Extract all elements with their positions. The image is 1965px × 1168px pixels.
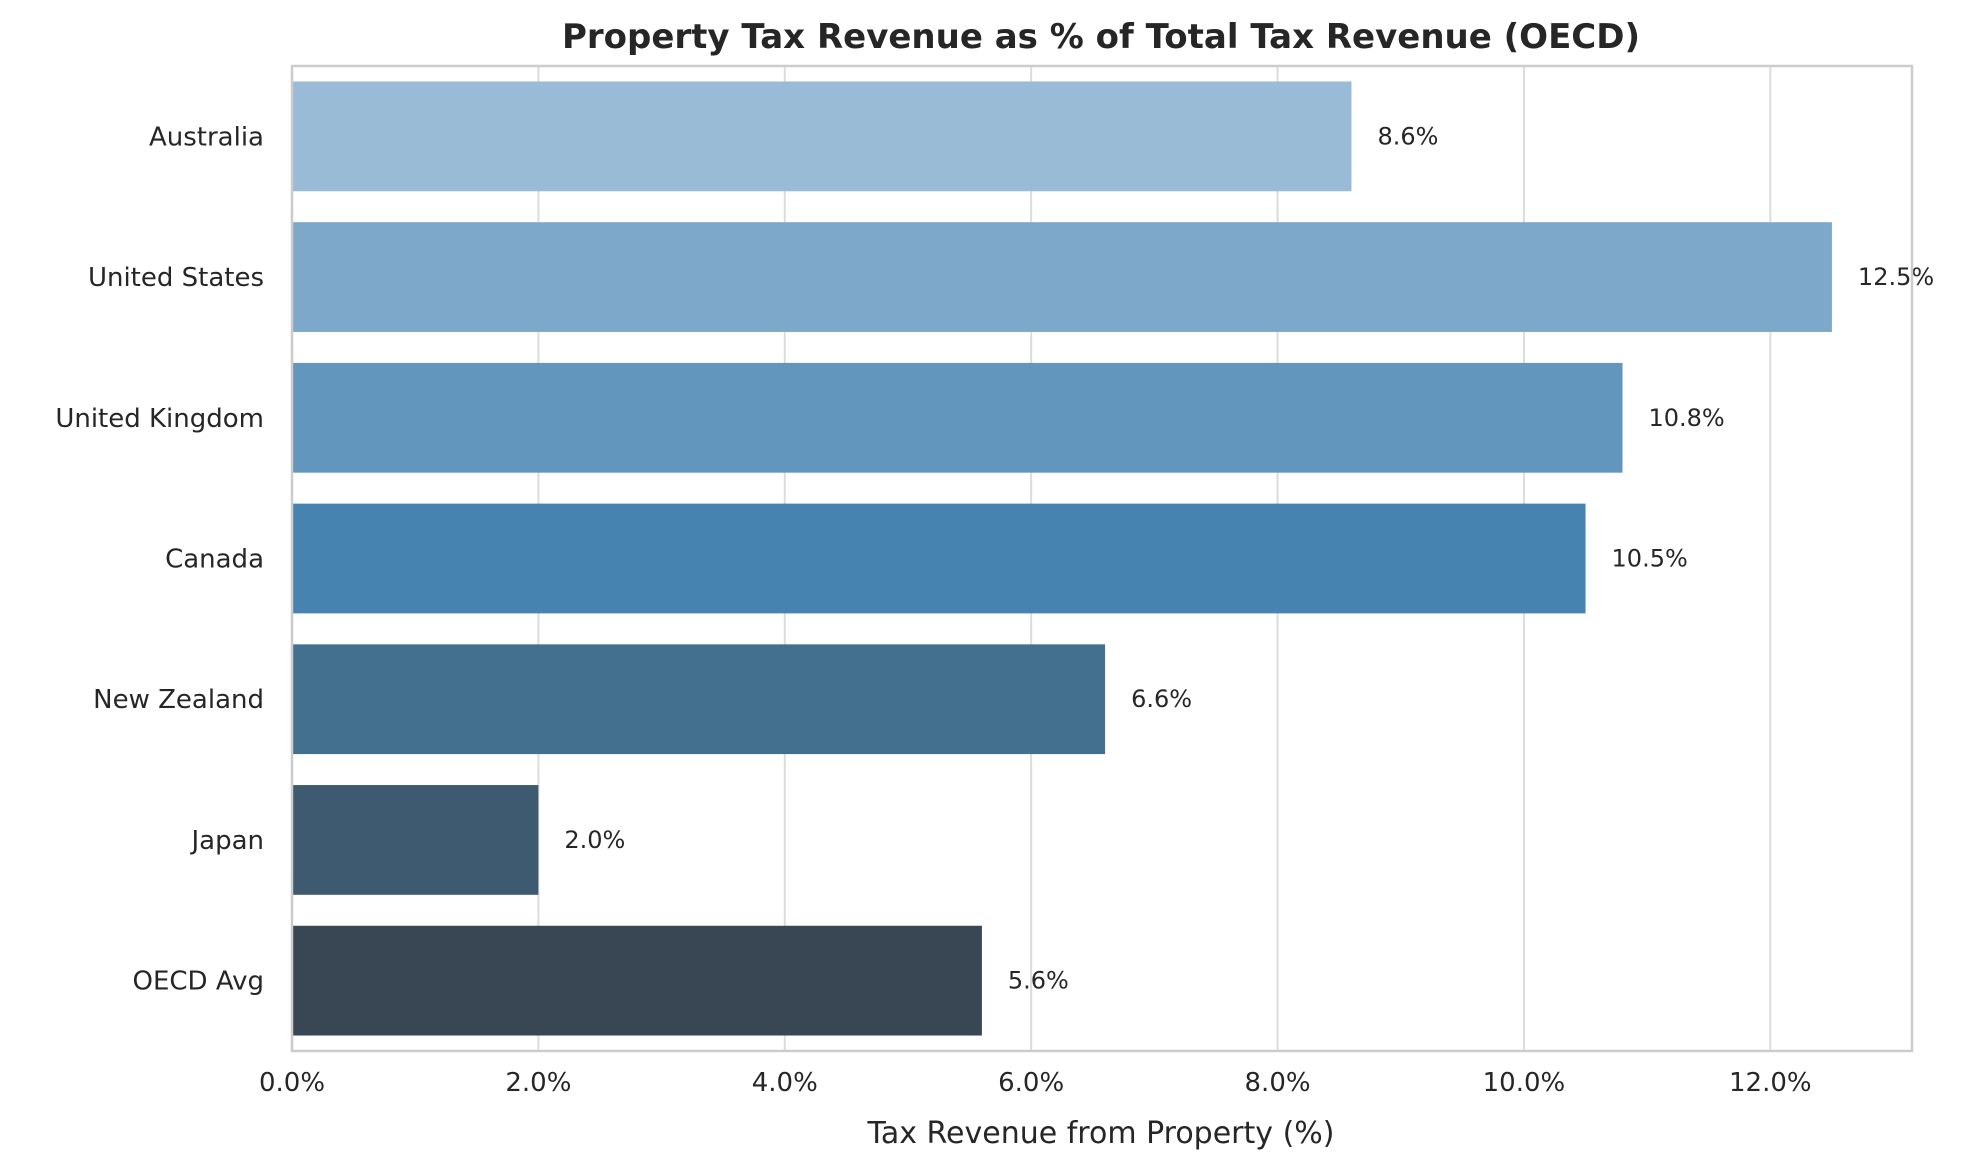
y-tick-label: United Kingdom (55, 404, 264, 434)
value-label: 8.6% (1377, 122, 1438, 150)
x-axis-label: Tax Revenue from Property (%) (867, 1116, 1335, 1151)
y-tick-label: New Zealand (93, 685, 264, 715)
value-label: 12.5% (1858, 263, 1934, 291)
y-tick-labels: Australia United States United Kingdom Cana… (55, 122, 264, 996)
value-labels: 8.6% 12.5% 10.8% 10.5% 6.6% 2.0% 5.6% (564, 122, 1934, 994)
x-tick-label: 12.0% (1729, 1068, 1812, 1098)
chart-title: Property Tax Revenue as % of Total Tax R… (562, 17, 1640, 57)
value-label: 5.6% (1008, 967, 1069, 995)
bar (292, 644, 1106, 755)
y-tick-label: Japan (189, 826, 264, 856)
bar (292, 925, 982, 1036)
value-label: 6.6% (1131, 685, 1192, 713)
value-label: 10.5% (1612, 545, 1688, 573)
bar (292, 81, 1352, 192)
bar (292, 785, 539, 895)
x-tick-label: 2.0% (505, 1068, 571, 1098)
bar (292, 503, 1586, 614)
bar (292, 362, 1623, 473)
value-label: 10.8% (1648, 404, 1724, 432)
x-tick-label: 4.0% (752, 1068, 818, 1098)
value-label: 2.0% (564, 826, 625, 854)
bar (292, 222, 1832, 332)
x-tick-label: 8.0% (1245, 1068, 1311, 1098)
x-tick-labels: 0.0% 2.0% 4.0% 6.0% 8.0% 10.0% 12.0% (259, 1068, 1812, 1098)
x-tick-label: 6.0% (998, 1068, 1064, 1098)
bars (292, 81, 1832, 1036)
x-tick-label: 0.0% (259, 1068, 325, 1098)
y-tick-label: Canada (165, 545, 264, 575)
y-tick-label: United States (88, 263, 264, 293)
y-tick-label: OECD Avg (133, 967, 265, 997)
x-tick-label: 10.0% (1483, 1068, 1566, 1098)
plot-frame (290, 64, 1914, 1053)
y-tick-label: Australia (149, 122, 264, 152)
